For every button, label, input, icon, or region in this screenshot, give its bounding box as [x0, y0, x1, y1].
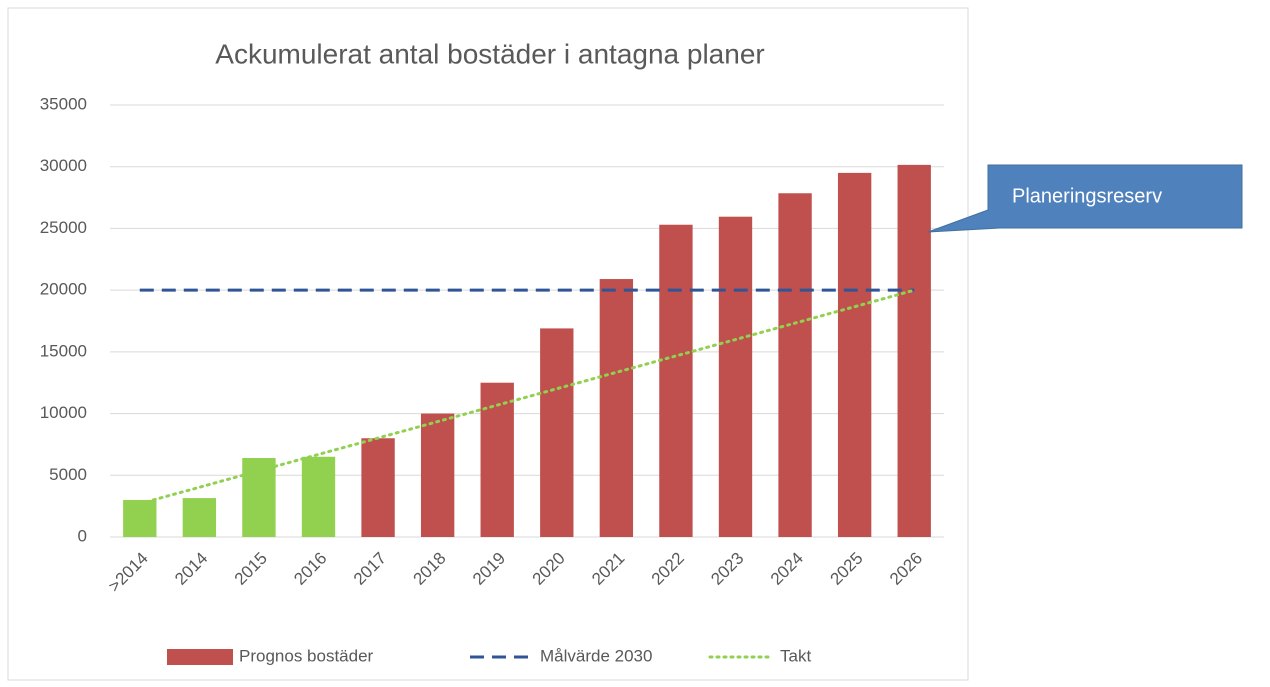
bar	[837, 172, 872, 537]
bar	[242, 458, 276, 537]
bar	[301, 456, 336, 537]
y-tick-label: 10000	[40, 403, 87, 422]
callout-text: Planeringsreserv	[1012, 185, 1162, 207]
y-tick-label: 30000	[40, 156, 87, 175]
y-tick-label: 20000	[40, 280, 87, 299]
legend-label: Målvärde 2030	[540, 646, 652, 665]
bar	[718, 216, 753, 537]
bar	[420, 413, 455, 537]
bar	[599, 279, 634, 537]
y-tick-label: 5000	[49, 465, 87, 484]
legend-swatch	[167, 649, 233, 665]
legend-label: Takt	[780, 646, 811, 665]
bar	[123, 499, 157, 537]
callout	[927, 164, 1243, 233]
y-tick-label: 35000	[40, 94, 87, 113]
bar	[182, 498, 217, 537]
bar	[778, 193, 812, 537]
legend-label: Prognos bostäder	[239, 646, 374, 665]
y-tick-label: 0	[78, 526, 87, 545]
y-tick-label: 15000	[40, 341, 87, 360]
chart-title: Ackumulerat antal bostäder i antagna pla…	[215, 38, 764, 69]
bar	[361, 438, 395, 537]
bar	[897, 164, 931, 537]
bar	[540, 328, 574, 537]
bar	[659, 224, 693, 537]
line-series	[138, 288, 916, 506]
y-tick-label: 25000	[40, 218, 87, 237]
